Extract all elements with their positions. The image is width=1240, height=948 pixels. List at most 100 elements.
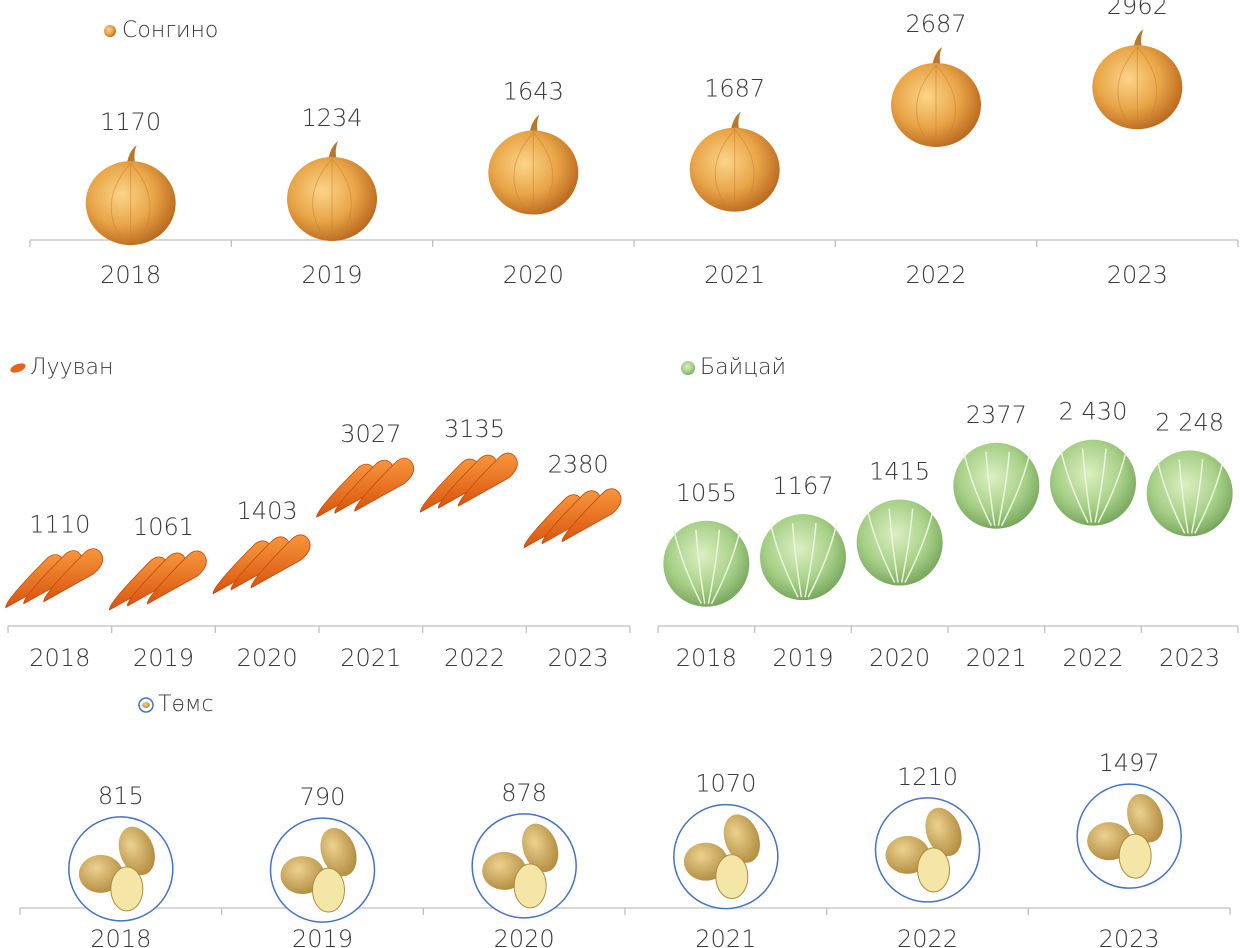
- marker: [953, 442, 1040, 529]
- onion-vein: [513, 132, 534, 213]
- onion-vein: [1117, 46, 1138, 128]
- cabbage-vein: [1190, 459, 1204, 534]
- x-tick-label: 2022: [444, 644, 505, 672]
- marker: [488, 114, 579, 215]
- data-label: 1070: [695, 770, 756, 798]
- potato-half: [1118, 833, 1152, 879]
- cabbage-vein: [804, 523, 817, 598]
- x-tick-label: 2021: [695, 925, 756, 948]
- cabbage-vein: [1194, 459, 1225, 534]
- cabbage-vein: [707, 529, 721, 604]
- marker: [68, 816, 174, 922]
- x-tick-label: 2019: [133, 644, 194, 672]
- marker: [663, 520, 750, 607]
- marker: [874, 797, 981, 903]
- potato-half: [110, 866, 144, 912]
- carrot: [250, 534, 311, 589]
- cabbage-vein: [807, 522, 838, 598]
- cabbage-vein: [888, 508, 899, 583]
- x-tick-label: 2021: [704, 261, 765, 289]
- cabbage-vein: [1000, 451, 1031, 527]
- onion-vein: [130, 162, 151, 244]
- marker: [689, 111, 780, 212]
- marker: [5, 548, 104, 609]
- marker: [523, 488, 622, 549]
- data-label: 1167: [772, 472, 833, 500]
- onion-vein: [331, 158, 352, 240]
- cabbage-vein: [985, 451, 996, 526]
- cabbage-vein: [769, 522, 799, 598]
- onion-sprout: [328, 140, 338, 161]
- carrot: [147, 550, 207, 605]
- marker: [1076, 783, 1182, 889]
- x-tick-label: 2022: [897, 925, 958, 948]
- potato-half: [513, 863, 547, 909]
- marker: [856, 499, 943, 586]
- data-label: 1234: [301, 104, 362, 132]
- x-tick-label: 2020: [237, 644, 298, 672]
- marker: [1092, 29, 1183, 130]
- cabbage-vein: [695, 529, 706, 604]
- x-tick-label: 2021: [340, 644, 401, 672]
- onion-sprout: [730, 111, 741, 132]
- x-tick-label: 2018: [90, 925, 151, 948]
- carrot: [43, 548, 104, 603]
- carrot: [354, 457, 415, 512]
- onion-vein: [110, 162, 132, 244]
- x-tick-label: 2018: [100, 261, 161, 289]
- potato-half: [312, 867, 345, 913]
- data-label: 790: [300, 783, 346, 811]
- legend-label: Байцай: [700, 355, 786, 380]
- marker: [760, 514, 846, 601]
- marker: [212, 534, 311, 595]
- x-tick-label: 2023: [1099, 925, 1160, 948]
- data-label: 1110: [29, 511, 90, 539]
- data-label: 1415: [869, 458, 930, 486]
- cabbage-vein: [900, 508, 914, 583]
- data-label: 2380: [548, 451, 609, 479]
- potato: [522, 823, 559, 873]
- legend-icon: [681, 361, 695, 375]
- marker: [471, 813, 577, 919]
- cabbage-vein: [866, 508, 896, 583]
- data-label: 2962: [1107, 0, 1168, 20]
- data-label: 1061: [133, 513, 194, 541]
- legend: Байцай: [681, 355, 786, 380]
- x-tick-label: 2020: [503, 261, 564, 289]
- data-label: 878: [501, 779, 547, 807]
- data-label: 2687: [905, 10, 966, 38]
- x-tick-label: 2023: [548, 644, 609, 672]
- x-tick-label: 2023: [1107, 261, 1168, 289]
- marker: [269, 817, 376, 923]
- marker: [85, 145, 176, 246]
- x-tick-label: 2022: [905, 261, 966, 289]
- cabbage-head: [760, 514, 846, 601]
- x-tick-label: 2022: [1062, 644, 1123, 672]
- legend: Төмс: [138, 692, 214, 717]
- x-tick-label: 2019: [292, 925, 353, 948]
- onion-vein: [935, 64, 956, 146]
- cabbage-head: [856, 499, 943, 586]
- legend: Лууван: [10, 355, 113, 380]
- onion-vein: [916, 64, 937, 146]
- data-label: 1210: [897, 763, 958, 791]
- marker: [673, 803, 779, 910]
- onion-vein: [714, 129, 736, 210]
- x-tick-label: 2019: [772, 644, 833, 672]
- carrot: [458, 452, 518, 507]
- data-label: 1170: [100, 108, 161, 136]
- marker: [1146, 450, 1233, 537]
- x-tick-label: 2021: [966, 644, 1027, 672]
- onion-sprout: [1133, 29, 1144, 50]
- onion-vein: [312, 158, 333, 240]
- onion-sprout: [529, 114, 540, 135]
- x-tick-label: 2018: [29, 644, 90, 672]
- marker: [287, 140, 377, 241]
- potato: [1127, 793, 1164, 843]
- potato: [723, 814, 760, 863]
- x-tick-label: 2023: [1159, 644, 1220, 672]
- legend-icon: [142, 702, 150, 708]
- legend-icon: [104, 25, 116, 37]
- legend-label: Лууван: [30, 355, 113, 380]
